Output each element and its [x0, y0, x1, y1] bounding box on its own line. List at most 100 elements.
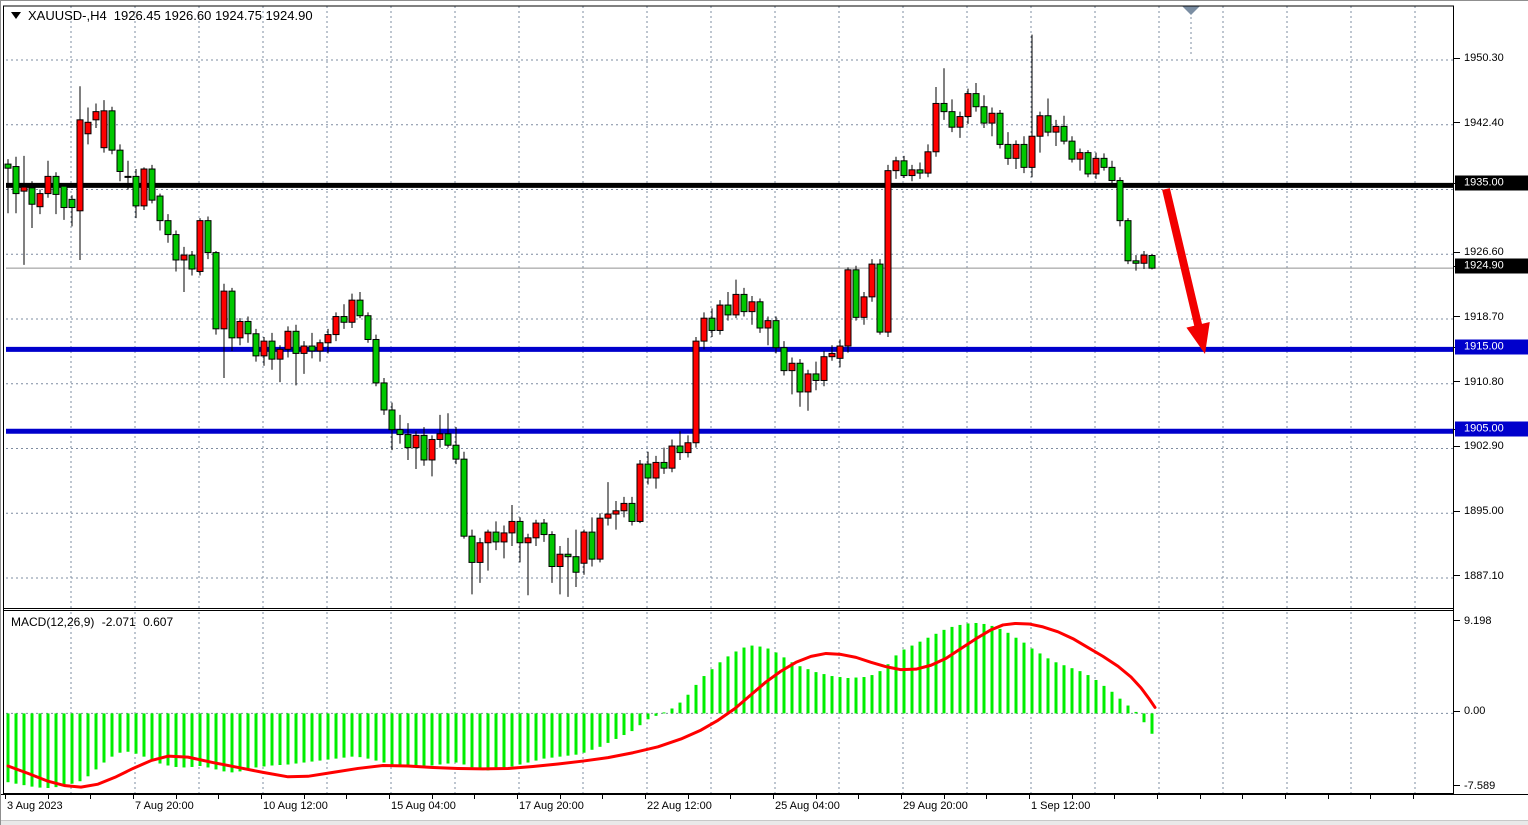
candle-bear [852, 269, 860, 318]
macd-histogram-bar [1070, 668, 1074, 714]
macd-histogram-bar [30, 713, 34, 787]
time-axis-tick [602, 795, 603, 799]
candle-bear [164, 220, 172, 236]
window-bottom-strip [1, 820, 1528, 825]
macd-histogram-bar [382, 713, 386, 763]
candle-bull [332, 316, 340, 336]
time-axis-tick [218, 795, 219, 799]
candle-bull [348, 299, 356, 323]
sell-arrow-annotation[interactable] [1162, 188, 1210, 354]
candle-bear [340, 316, 348, 323]
candle-bear [1004, 143, 1012, 159]
candle-bull [932, 102, 940, 153]
time-axis-label: 10 Aug 12:00 [263, 800, 328, 812]
candle-bear [996, 112, 1004, 145]
macd-histogram-bar [958, 624, 962, 714]
time-axis-tick [944, 795, 945, 799]
macd-signal-value: 0.607 [143, 615, 174, 629]
symbol-dropdown-icon[interactable] [11, 12, 21, 19]
candle-bull [412, 434, 420, 449]
time-axis-tick [560, 795, 561, 799]
macd-histogram-bar [798, 666, 802, 714]
candle-bear [156, 195, 164, 222]
candle-bear [972, 93, 980, 108]
time-axis-tick [48, 795, 49, 799]
macd-histogram-bar [694, 684, 698, 714]
macd-histogram-bar [1054, 662, 1058, 714]
time-axis-label: 15 Aug 04:00 [391, 800, 456, 812]
time-axis-label: 25 Aug 04:00 [775, 800, 840, 812]
candle-bear [468, 535, 476, 563]
time-axis-tick [688, 795, 689, 799]
time-axis-label: 29 Aug 20:00 [903, 800, 968, 812]
candle-bear [60, 185, 68, 209]
chart-title: XAUUSD-,H4 1926.45 1926.60 1924.75 1924.… [11, 8, 313, 23]
candle-bull [284, 330, 292, 350]
macd-histogram-bar [878, 671, 882, 714]
macd-histogram-bar [38, 713, 42, 788]
macd-histogram-bar [686, 694, 690, 714]
time-axis-tick [5, 795, 6, 799]
macd-histogram-bar [94, 713, 98, 770]
macd-value: -2.071 [101, 615, 136, 629]
macd-histogram-bar [558, 713, 562, 757]
macd-histogram-bar [150, 713, 154, 761]
macd-histogram-bar [358, 713, 362, 758]
candle-bull [92, 111, 100, 121]
candle-bull [788, 362, 796, 372]
candle-bear [492, 531, 500, 543]
macd-histogram-bar [662, 712, 666, 714]
time-axis-tick [1413, 795, 1414, 799]
macd-histogram-bar [574, 713, 578, 755]
candle-bull [684, 442, 692, 454]
price-axis-label: 1887.10 [1464, 569, 1504, 582]
macd-histogram-bar [974, 622, 978, 714]
chart-surface[interactable] [3, 3, 1454, 794]
time-axis-tick [730, 795, 731, 799]
macd-histogram-bar [126, 713, 130, 752]
candle-bear [172, 234, 180, 261]
macd-histogram-bar [934, 633, 938, 714]
macd-histogram-bar [494, 713, 498, 770]
candle-bear [1132, 260, 1140, 264]
macd-histogram-bar [774, 652, 778, 714]
macd-histogram [6, 622, 1154, 788]
time-axis-tick [816, 795, 817, 799]
candle-bear [460, 458, 468, 537]
time-axis[interactable]: 3 Aug 2023 7 Aug 20:00 10 Aug 12:00 15 Aug … [1, 794, 1528, 820]
candle-bear [1108, 166, 1116, 181]
candle-bear [380, 382, 388, 411]
candle-bull [860, 296, 868, 318]
macd-histogram-bar [438, 713, 442, 765]
price-axis-tick [1454, 620, 1460, 622]
price-badge-1924.90: 1924.90 [1455, 258, 1528, 274]
time-axis-tick [645, 795, 646, 799]
candle-bear [548, 534, 556, 568]
macd-histogram-bar [166, 713, 170, 766]
price-axis-tick [1454, 575, 1460, 577]
time-axis-label: 17 Aug 20:00 [519, 800, 584, 812]
ohlc-quote-label: 1926.45 1926.60 1924.75 1924.90 [113, 8, 313, 23]
shift-marker-icon[interactable] [1182, 6, 1200, 15]
candle-bear [516, 520, 524, 544]
price-axis-label: 1926.60 [1464, 246, 1504, 259]
candle-bear [772, 320, 780, 349]
macd-histogram-bar [350, 713, 354, 757]
candle-bear [540, 522, 548, 536]
candle-bull [324, 334, 332, 344]
macd-histogram-bar [654, 713, 658, 716]
macd-histogram-bar [190, 713, 194, 767]
candle-bull [524, 537, 532, 544]
price-axis[interactable]: 1950.30 1942.40 1926.60 1918.70 1910.80 1902.… [1454, 1, 1528, 794]
candle-bear [244, 320, 252, 335]
time-axis-label: 7 Aug 20:00 [135, 800, 194, 812]
macd-histogram-bar [646, 713, 650, 720]
macd-histogram-bar [318, 713, 322, 761]
candle-bear [740, 293, 748, 313]
candle-bear [372, 338, 380, 384]
candle-bear [940, 102, 948, 113]
price-axis-tick [1454, 710, 1460, 712]
time-axis-tick [1114, 795, 1115, 799]
macd-histogram-bar [1150, 713, 1154, 734]
candle-bull [140, 168, 148, 207]
